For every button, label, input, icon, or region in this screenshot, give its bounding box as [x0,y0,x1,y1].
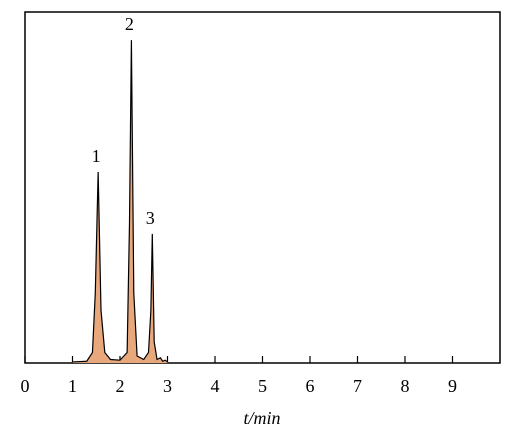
x-tick-label: 4 [211,376,220,396]
x-tick-label: 7 [353,376,362,396]
trace-line [72,40,168,363]
x-axis-label: t/min [243,408,280,428]
peak-area [72,40,168,363]
x-tick-label: 6 [306,376,315,396]
x-tick-label: 3 [163,376,172,396]
x-tick-label: 1 [68,376,77,396]
x-tick-label: 5 [258,376,267,396]
peak-label: 2 [125,14,134,34]
peak-label: 1 [92,146,101,166]
peak-label: 3 [146,208,155,228]
x-tick-label: 2 [116,376,125,396]
x-tick-label: 9 [448,376,457,396]
x-tick-label: 0 [21,376,30,396]
x-tick-label: 8 [401,376,410,396]
